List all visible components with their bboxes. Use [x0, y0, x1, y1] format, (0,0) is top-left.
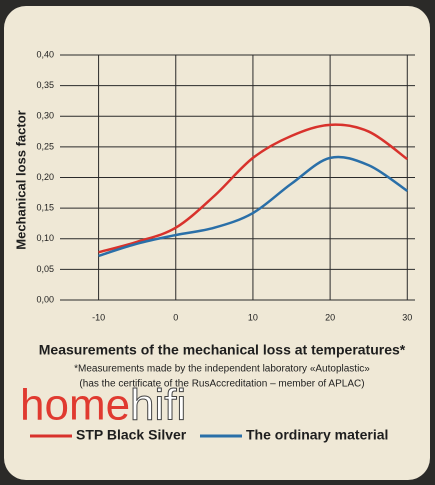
y-tick-label: 0,15 [36, 203, 54, 213]
legend-label: The ordinary material [246, 427, 388, 443]
y-tick-label: 0,20 [36, 172, 54, 182]
x-tick-label: 30 [402, 312, 412, 322]
note: *Measurements made by the independent la… [74, 364, 370, 375]
x-tick-label: 0 [173, 312, 178, 322]
watermark: home [20, 381, 130, 430]
x-axis-title: Measurements of the mechanical loss at t… [39, 342, 406, 358]
x-tick-label: 20 [325, 312, 335, 322]
note: (has the certificate of the RusAccredita… [79, 379, 364, 390]
y-tick-label: 0,30 [36, 111, 54, 121]
y-tick-label: 0,25 [36, 141, 54, 151]
y-axis-title: Mechanical loss factor [13, 110, 28, 249]
y-tick-label: 0,35 [36, 80, 54, 90]
x-tick-label: 10 [248, 312, 258, 322]
y-tick-label: 0,00 [36, 294, 54, 304]
y-tick-label: 0,40 [36, 49, 54, 59]
y-tick-label: 0,05 [36, 264, 54, 274]
y-tick-label: 0,10 [36, 233, 54, 243]
watermark: hifi [130, 381, 186, 430]
x-tick-label: -10 [92, 312, 105, 322]
legend-label: STP Black Silver [76, 427, 187, 443]
line [98, 123, 409, 254]
line [98, 155, 408, 258]
